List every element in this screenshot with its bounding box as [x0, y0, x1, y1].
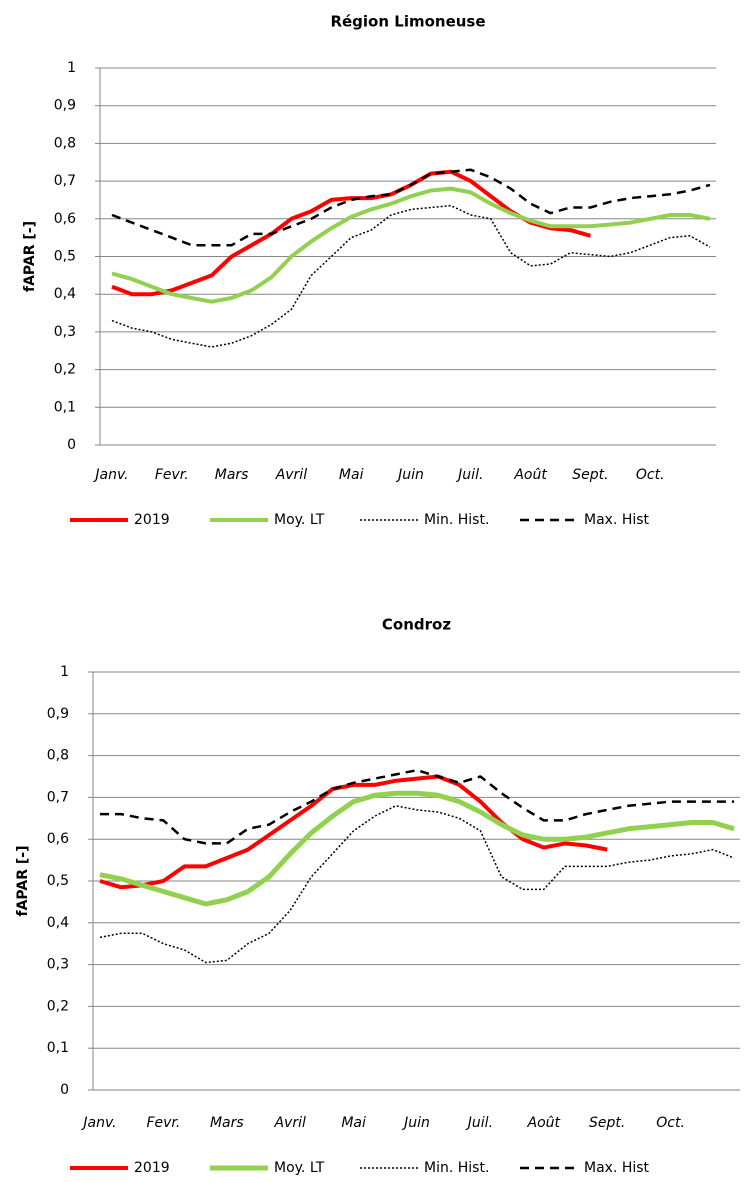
y-tick-label: 0,4	[54, 286, 76, 302]
legend-label: Min. Hist.	[424, 1160, 489, 1176]
legend-label: Moy. LT	[274, 512, 325, 528]
x-tick-label: Juil.	[465, 1115, 493, 1131]
x-tick-label: Avril	[273, 1115, 306, 1131]
series-line	[111, 169, 591, 297]
x-tick-label: Juin	[395, 467, 424, 483]
x-tick-label: Août	[527, 1115, 561, 1131]
y-tick-label: 0,7	[54, 173, 76, 189]
y-axis-label: fAPAR [-]	[15, 846, 31, 917]
chart: Région Limoneuse fAPAR [-] 0 0,1 0,2 0,3 0,4 0,…	[22, 13, 716, 528]
x-tick-label: Avril	[275, 467, 308, 483]
x-tick-label: Oct.	[636, 467, 665, 483]
y-tick-label: 0,4	[47, 915, 69, 931]
series-line	[99, 774, 608, 890]
legend-label: 2019	[134, 1160, 170, 1176]
x-tick-label: Juin	[401, 1115, 430, 1131]
y-tick-label: 1	[60, 664, 69, 680]
y-tick-label: 0,3	[47, 957, 69, 973]
y-tick-label: 0,6	[47, 831, 69, 847]
x-tick-label: Août	[513, 467, 547, 483]
x-tick-label: Mars	[210, 1115, 244, 1131]
x-tick-label: Janv.	[80, 1115, 116, 1131]
x-tick-label: Mars	[215, 467, 249, 483]
x-tick-label: Sept.	[589, 1115, 625, 1131]
y-tick-label: 0,2	[54, 362, 76, 378]
y-tick-label: 0,7	[47, 789, 69, 805]
x-tick-label: Sept.	[572, 467, 608, 483]
y-tick-label: 0,3	[54, 324, 76, 340]
y-axis-label: fAPAR [-]	[22, 221, 38, 292]
y-tick-label: 0,9	[47, 706, 69, 722]
series-line	[111, 186, 711, 304]
series-line	[111, 204, 711, 348]
series-line	[111, 168, 711, 247]
series-line	[99, 790, 735, 907]
y-tick-label: 0,2	[47, 998, 69, 1014]
y-tick-label: 0,9	[54, 98, 76, 114]
series-line	[100, 768, 734, 845]
x-tick-label: Fevr.	[155, 467, 189, 483]
y-tick-label: 0	[67, 437, 76, 453]
x-tick-label: Mai	[339, 467, 364, 483]
legend-label: 2019	[134, 512, 170, 528]
series-line	[99, 805, 735, 964]
y-tick-label: 0,1	[47, 1040, 69, 1056]
legend-label: Min. Hist.	[424, 512, 489, 528]
y-tick-label: 1	[67, 60, 76, 76]
y-tick-label: 0,8	[47, 748, 69, 764]
y-tick-label: 0,8	[54, 135, 76, 151]
chart: Condroz fAPAR [-] 0 0,1 0,2 0,3 0,4 0,5 0,6 0,7 0,…	[15, 616, 740, 1176]
y-tick-label: 0	[60, 1082, 69, 1098]
x-tick-label: Fevr.	[146, 1115, 180, 1131]
y-tick-label: 0,5	[47, 873, 69, 889]
x-tick-label: Juil.	[455, 467, 483, 483]
legend-label: Moy. LT	[274, 1160, 325, 1176]
chart-title: Condroz	[382, 616, 451, 634]
legend-label: Max. Hist	[584, 1160, 650, 1176]
chart-title: Région Limoneuse	[330, 13, 485, 31]
x-tick-label: Mai	[341, 1115, 366, 1131]
y-tick-label: 0,5	[54, 249, 76, 265]
x-tick-label: Oct.	[656, 1115, 685, 1131]
x-tick-label: Janv.	[92, 467, 128, 483]
y-tick-label: 0,6	[54, 211, 76, 227]
legend-label: Max. Hist	[584, 512, 650, 528]
y-tick-label: 0,1	[54, 399, 76, 415]
